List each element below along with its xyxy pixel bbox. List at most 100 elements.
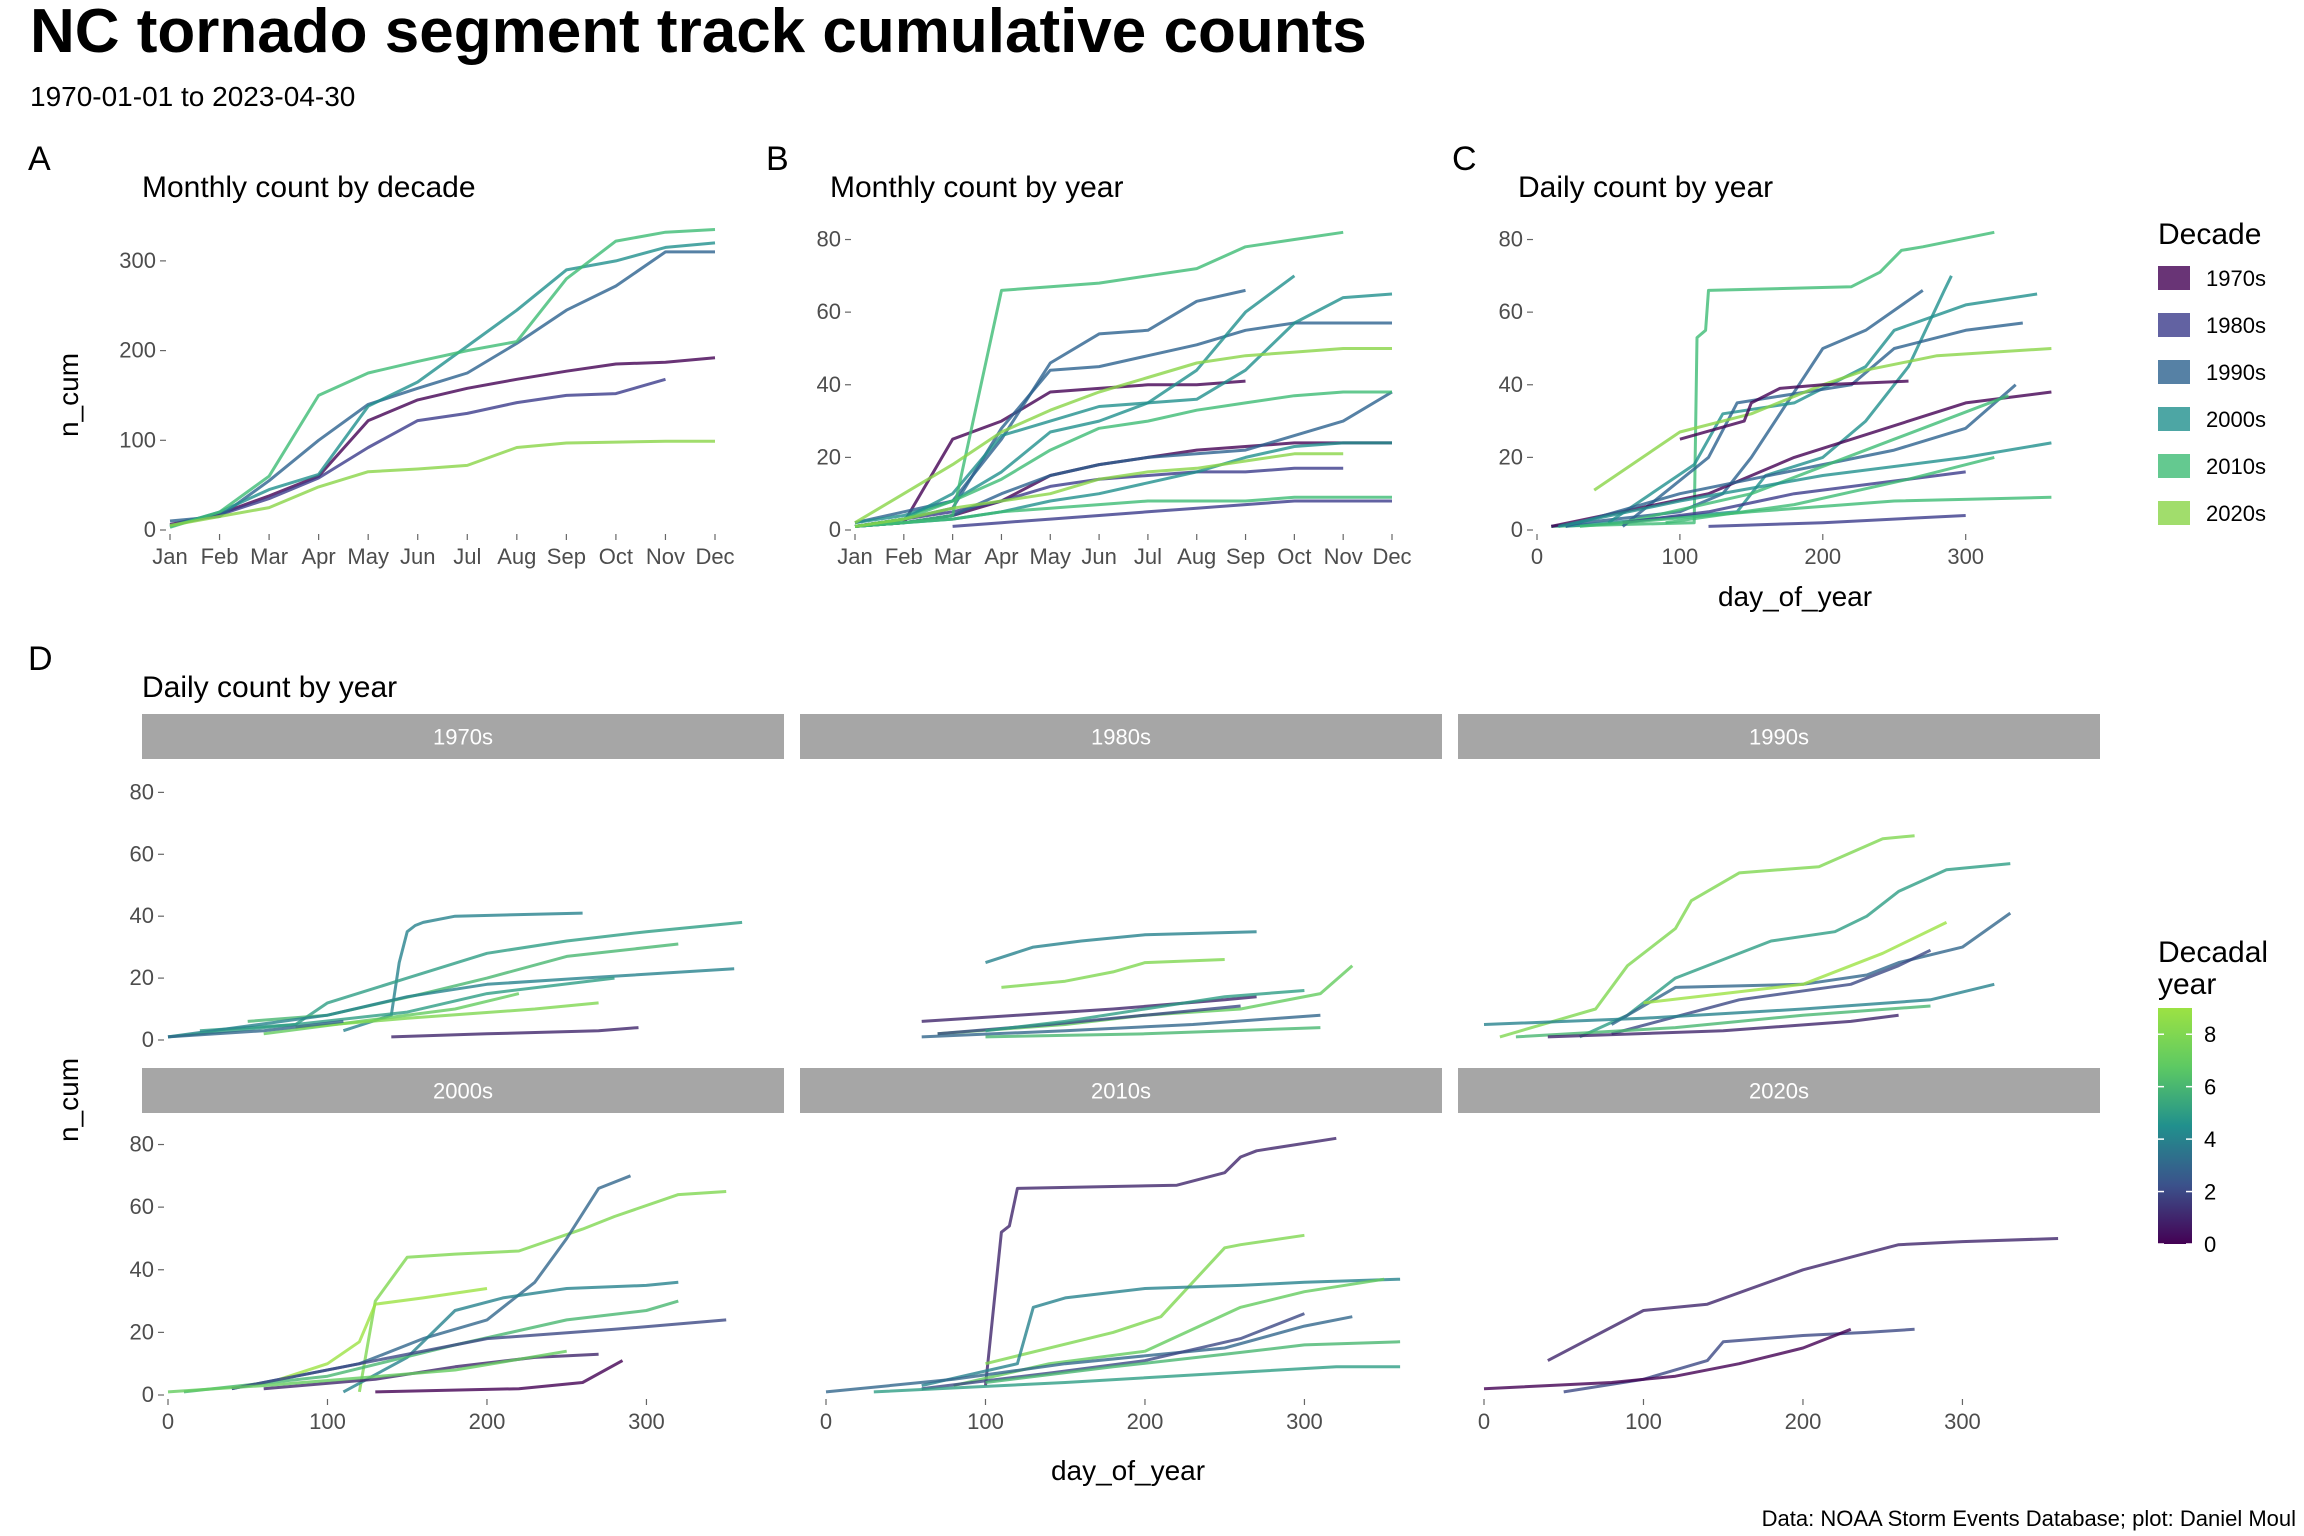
facet-1970s-strip (142, 714, 784, 759)
legend-label-1970s: 1970s (2206, 266, 2266, 291)
facet-1990s-strip-label: 1990s (1749, 725, 1809, 750)
panel-b-x-tick-label: Sep (1226, 544, 1265, 569)
panel-a-series-line-1990s (169, 250, 715, 523)
panel-b-x-tick-label: Dec (1372, 544, 1411, 569)
panel-a-y-tick-label: 0 (144, 517, 156, 542)
facet-1990s-series-line-4 (1611, 948, 1932, 1036)
panel-c-y-tick-label: 80 (1499, 227, 1523, 252)
panel-d-y-axis-title: n_cum (53, 1058, 84, 1142)
colorbar-tick-label: 2 (2204, 1180, 2216, 1205)
legend-swatch-1990s (2158, 360, 2190, 384)
facet-1970s-y-tick-label: 0 (142, 1027, 154, 1052)
panel-a-x-tick-label: Jun (400, 544, 435, 569)
panel-a-x-tick-label: Jan (152, 544, 187, 569)
panel-b-series-line-1990s (854, 288, 1246, 525)
facet-1980s-series-line-7 (985, 1026, 1321, 1039)
panel-b-title: Monthly count by year (830, 171, 1123, 204)
facet-1990s-series-line-7 (1547, 1013, 1899, 1039)
facet-2000s-x-tick-label: 100 (309, 1409, 346, 1434)
panel-a-series-line-1980s (169, 377, 666, 527)
panel-b-x-tick-label: Nov (1324, 544, 1363, 569)
facet-1980s-series-line-3 (921, 995, 1257, 1023)
panel-c-y-tick-label: 0 (1511, 517, 1523, 542)
panel-a-x-tick-label: May (347, 544, 389, 569)
legend-swatch-1970s (2158, 266, 2190, 290)
facet-2010s-series-line-6 (985, 1340, 1401, 1384)
legend-swatch-2020s (2158, 501, 2190, 525)
figure-title: NC tornado segment track cumulative coun… (30, 0, 1367, 66)
panel-c-series-line-9 (1622, 394, 2010, 525)
panel-b-x-tick-label: Aug (1177, 544, 1216, 569)
panel-a-x-tick-label: Dec (695, 544, 734, 569)
facet-1970s: 1970s 0 20 40 60 80 (130, 714, 784, 1052)
legend-label-1990s: 1990s (2206, 360, 2266, 385)
panel-b-x-tick-label: May (1029, 544, 1071, 569)
panel-b-series-line-2010s (854, 390, 1392, 528)
panel-c-series-line-2 (1551, 289, 1924, 528)
panel-b-series-line-2020s (854, 452, 1344, 528)
facet-2020s-x-tick-label: 300 (1944, 1409, 1981, 1434)
facet-1990s-strip (1458, 714, 2100, 759)
panel-a-x-tick-label: Apr (302, 544, 336, 569)
panel-b-series-line-2000s (854, 292, 1393, 528)
panel-b-tag: B (766, 140, 789, 178)
facet-2010s-strip-label: 2010s (1091, 1079, 1151, 1104)
panel-b-x-tick-label: Jul (1134, 544, 1162, 569)
panel-b-series-line-1980s (952, 499, 1392, 528)
facet-1970s-y-tick-label: 60 (130, 841, 154, 866)
facet-1980s-series-line-6 (921, 1013, 1321, 1039)
facet-2010s-x-tick-label: 100 (967, 1409, 1004, 1434)
colorbar-tick-label: 6 (2204, 1075, 2216, 1100)
panel-a-y-tick-label: 300 (119, 248, 156, 273)
colorbar-gradient (2158, 1008, 2192, 1244)
facet-2000s-y-tick-label: 0 (142, 1382, 154, 1407)
panel-a-y-axis-title: n_cum (53, 353, 84, 437)
facet-2020s-x-tick-label: 100 (1625, 1409, 1662, 1434)
colorbar-title-line2: year (2158, 968, 2216, 1001)
panel-c-series-line-11 (1622, 470, 1966, 525)
facet-1990s-series-line-1 (1579, 862, 2011, 1039)
legend-label-1980s: 1980s (2206, 313, 2266, 338)
facet-1970s-series-line-4 (167, 976, 615, 1039)
panel-c-y-tick-label: 20 (1499, 444, 1523, 469)
panel-c-tag: C (1452, 140, 1477, 178)
facet-2000s-series-line-0 (357, 1190, 727, 1393)
facet-2000s-series-line-6 (263, 1352, 599, 1391)
facet-1980s-series-line-1 (1001, 958, 1225, 989)
panel-b-series-line-2010s (854, 495, 1392, 528)
panel-a-x-tick-label: Feb (201, 544, 239, 569)
facet-2000s-y-tick-label: 80 (130, 1132, 154, 1157)
panel-b-x-tick-label: Feb (885, 544, 923, 569)
legend-swatch-2010s (2158, 454, 2190, 478)
panel-c-series-line-7 (1550, 390, 2052, 528)
facet-1970s-series-line-3 (167, 967, 735, 1039)
panel-a-series-line-2010s (169, 228, 716, 529)
panel-c-series-line-8 (1565, 383, 2017, 528)
facet-1970s-strip-label: 1970s (433, 725, 493, 750)
legend-label-2020s: 2020s (2206, 501, 2266, 526)
facet-2000s-x-tick-label: 0 (162, 1409, 174, 1434)
facet-2010s-series-line-0 (984, 1136, 1337, 1386)
panel-b-series-line-2020s (854, 347, 1392, 524)
facet-1990s-series-line-5 (1483, 982, 1995, 1026)
colorbar-tick-label: 0 (2204, 1232, 2216, 1257)
panel-c-series-line-10 (1558, 441, 2052, 528)
facet-2010s-x-tick-label: 200 (1127, 1409, 1164, 1434)
panel-b-x-tick-label: Jun (1081, 544, 1116, 569)
facet-2020s-x-tick-label: 200 (1785, 1409, 1822, 1434)
facet-1980s-series-line-5 (985, 989, 1305, 1033)
panel-a-x-tick-label: Sep (547, 544, 586, 569)
facet-1980s: 1980s (800, 714, 1442, 1039)
panel-a-y-tick-label: 100 (119, 427, 156, 452)
facet-2000s-y-tick-label: 20 (130, 1319, 154, 1344)
panel-a-y-tick-label: 200 (119, 338, 156, 363)
facet-2010s-series-line-5 (921, 1312, 1305, 1391)
panel-b-series-line-2010s (854, 230, 1344, 528)
panel-a-x-tick-label: Oct (599, 544, 633, 569)
panel-d-title: Daily count by year (142, 671, 397, 704)
facet-2010s-series-line-4 (825, 1315, 1353, 1394)
colorbar-title-line1: Decadal (2158, 936, 2268, 969)
panel-c-series-line-5 (1593, 347, 2052, 492)
